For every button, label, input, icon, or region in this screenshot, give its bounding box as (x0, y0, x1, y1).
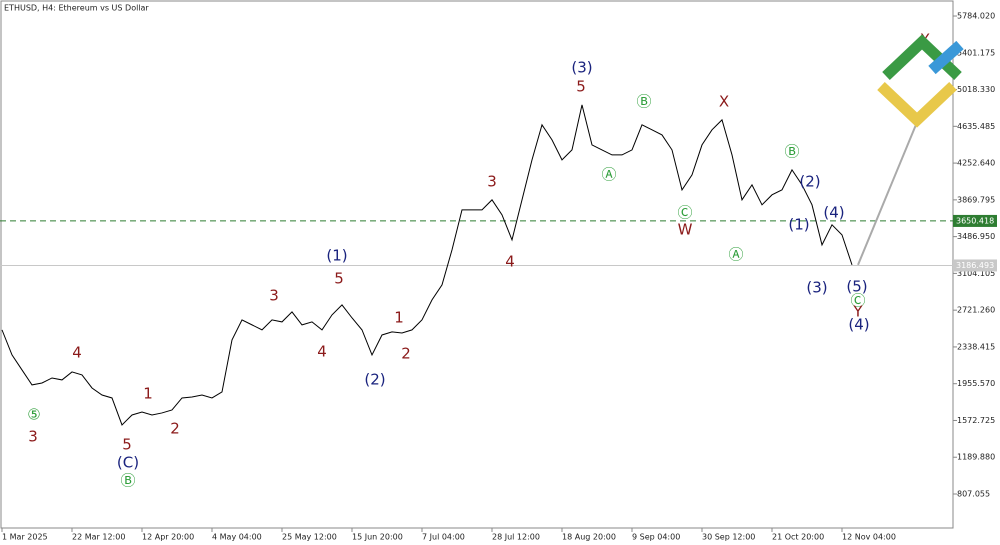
wave-label: 4 (505, 253, 515, 271)
wave-label: Ⓑ (120, 472, 135, 490)
wave-label: X (719, 93, 729, 111)
wave-label: Ⓑ (636, 93, 651, 111)
logo-yellow (877, 82, 957, 128)
price-label-box (953, 259, 997, 272)
x-tick-label: 9 Sep 04:00 (632, 533, 680, 542)
wave-label: Ⓐ (728, 246, 743, 264)
wave-label: 4 (317, 343, 327, 361)
y-tick-label: 1955.570 (957, 379, 995, 388)
wave-label: (3) (571, 59, 592, 77)
x-tick-label: 25 May 12:00 (282, 533, 337, 542)
y-tick-label: 3869.795 (957, 195, 995, 204)
wave-label: (1) (326, 247, 347, 265)
wave-label: Ⓒ (850, 292, 865, 310)
wave-label: W (678, 221, 693, 239)
price-label: 3186.493 (956, 261, 994, 270)
x-tick-label: 4 May 04:00 (212, 533, 262, 542)
wave-label: 5 (576, 78, 586, 96)
y-tick-label: 3486.950 (957, 232, 995, 241)
x-tick-label: 18 Aug 20:00 (562, 533, 616, 542)
price-line-series (1, 104, 853, 426)
logo-blue (928, 40, 964, 75)
wave-label: 3 (28, 428, 38, 446)
x-tick-label: 22 Mar 12:00 (72, 533, 125, 542)
wave-label: Ⓒ (677, 204, 692, 222)
wave-label: (4) (848, 316, 869, 334)
wave-label: 2 (401, 345, 411, 363)
x-tick-label: 21 Oct 20:00 (772, 533, 824, 542)
y-tick-label: 4252.640 (957, 159, 995, 168)
wave-label: (5) (846, 278, 867, 296)
y-tick-label: 2721.260 (957, 306, 995, 315)
wave-label: 5 (334, 270, 344, 288)
y-tick-label: 5784.020 (957, 12, 995, 21)
y-tick-label: 807.055 (957, 489, 990, 498)
x-tick-label: 28 Jul 12:00 (492, 533, 540, 542)
x-tick-label: 1 Mar 2025 (2, 533, 48, 542)
wave-label: 1 (394, 309, 404, 327)
y-tick-label: 4635.485 (957, 122, 995, 131)
wave-label: Y (852, 303, 863, 321)
x-tick-label: 12 Apr 20:00 (142, 533, 194, 542)
price-label-box (953, 214, 997, 227)
wave-label: 3 (487, 173, 497, 191)
wave-label: 5 (122, 436, 132, 454)
wave-label: Ⓐ (601, 166, 616, 184)
logo (877, 34, 964, 128)
y-tick-label: 5401.175 (957, 48, 995, 57)
wave-label: Ⓑ (784, 143, 799, 161)
chart-title: ETHUSD, H4: Ethereum vs US Dollar (4, 4, 149, 13)
wave-label: (1) (788, 216, 809, 234)
wave-label: (3) (806, 279, 827, 297)
wave-label: 4 (72, 344, 82, 362)
x-tick-label: 30 Sep 12:00 (702, 533, 755, 542)
y-tick-label: 5018.330 (957, 85, 995, 94)
wave-label: (2) (799, 173, 820, 191)
wave-label: 2 (170, 420, 180, 438)
y-tick-label: 3104.105 (957, 269, 995, 278)
wave-label: (C) (117, 454, 139, 472)
y-tick-label: 2338.415 (957, 342, 995, 351)
wave-label: (4) (823, 204, 844, 222)
x-tick-label: 12 Nov 04:00 (842, 533, 896, 542)
y-tick-label: 1572.725 (957, 416, 995, 425)
wave-label: 1 (143, 385, 153, 403)
x-tick-label: 7 Jul 04:00 (422, 533, 465, 542)
wave-label: 3 (269, 287, 279, 305)
price-label: 3650.418 (956, 216, 994, 225)
y-tick-label: 1189.880 (957, 453, 995, 462)
x-tick-label: 15 Jun 20:00 (352, 533, 403, 542)
projection (857, 119, 919, 266)
wave-label: (2) (364, 371, 385, 389)
wave-label: ⑤ (27, 406, 40, 424)
